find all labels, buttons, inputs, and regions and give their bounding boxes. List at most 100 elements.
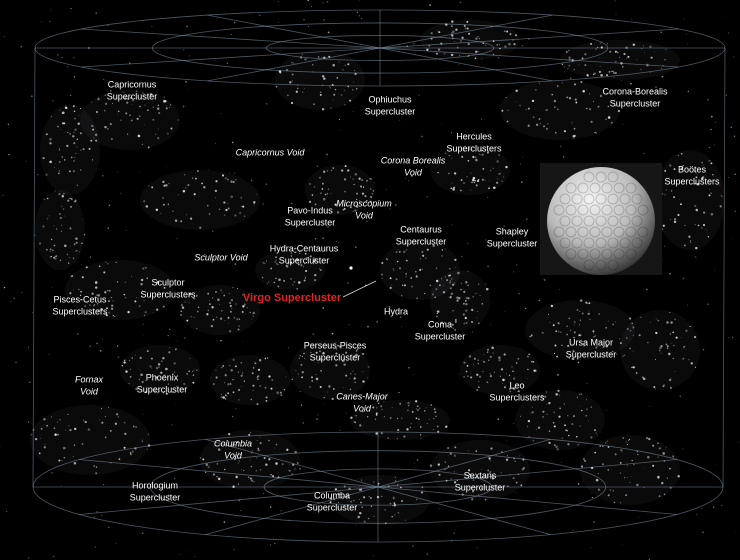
galaxy — [43, 446, 46, 449]
galaxy — [48, 215, 50, 217]
galaxy — [291, 473, 293, 475]
galaxy — [509, 388, 511, 390]
galaxy — [513, 422, 515, 424]
galaxy — [612, 71, 616, 75]
galaxy — [207, 309, 210, 312]
galaxy — [108, 407, 110, 409]
galaxy — [172, 373, 174, 375]
galaxy — [25, 160, 27, 162]
galaxy — [307, 262, 309, 264]
galaxy — [297, 263, 300, 266]
galaxy — [93, 305, 95, 307]
galaxy — [103, 271, 106, 274]
galaxy — [68, 425, 70, 427]
galaxy — [145, 391, 148, 394]
galaxy — [438, 284, 441, 287]
galaxy — [308, 200, 312, 204]
galaxy — [163, 203, 165, 206]
galaxy — [354, 421, 356, 424]
galaxy — [449, 452, 453, 455]
galaxy — [323, 77, 326, 80]
galaxy — [690, 362, 694, 365]
galaxy — [89, 256, 92, 258]
galaxy — [54, 167, 56, 168]
galaxy — [549, 321, 551, 323]
galaxy — [61, 194, 64, 197]
galaxy — [443, 52, 446, 55]
galaxy — [124, 296, 127, 299]
galaxy — [470, 189, 472, 191]
galaxy — [215, 290, 217, 293]
region-label: Supercluster — [307, 502, 358, 512]
galaxy — [451, 323, 454, 326]
galaxy — [526, 378, 528, 380]
galaxy — [714, 144, 716, 146]
galaxy — [545, 127, 548, 130]
galaxy — [338, 118, 341, 121]
galaxy — [352, 178, 354, 180]
galaxy — [332, 167, 334, 169]
galaxy — [545, 391, 547, 393]
galaxy — [515, 492, 517, 494]
galaxy — [531, 99, 535, 103]
galaxy — [381, 261, 384, 265]
galaxy — [223, 521, 226, 523]
galaxy — [247, 376, 249, 378]
galaxy — [467, 42, 470, 46]
galaxy — [331, 397, 334, 401]
galaxy — [299, 355, 301, 357]
galaxy — [80, 263, 83, 266]
galaxy — [392, 505, 394, 507]
galaxy — [512, 370, 514, 373]
galaxy — [165, 392, 168, 395]
galaxy — [516, 264, 518, 266]
galaxy — [624, 477, 626, 479]
galaxy — [73, 243, 76, 245]
galaxy — [302, 91, 304, 94]
galaxy — [270, 387, 273, 390]
galaxy — [69, 256, 71, 258]
galaxy — [452, 310, 454, 312]
galaxy — [626, 444, 628, 446]
galaxy — [329, 501, 332, 504]
side-edge — [722, 47, 726, 488]
galaxy — [380, 432, 383, 435]
galaxy — [138, 387, 140, 390]
galaxy — [673, 179, 676, 182]
galaxy — [275, 256, 277, 258]
galaxy — [477, 51, 479, 53]
galaxy — [566, 325, 568, 327]
galaxy — [39, 437, 41, 439]
galaxy — [600, 74, 603, 77]
galaxy — [243, 469, 245, 472]
galaxy — [339, 129, 341, 131]
galaxy — [595, 346, 598, 349]
galaxy — [335, 506, 337, 508]
galaxy — [648, 437, 651, 441]
galaxy — [412, 42, 415, 45]
galaxy — [185, 81, 187, 83]
galaxy — [525, 218, 528, 221]
side-edge — [32, 47, 36, 488]
galaxy — [207, 466, 210, 469]
galaxy — [62, 111, 65, 114]
galaxy — [138, 305, 141, 308]
galaxy — [356, 11, 359, 14]
galaxy — [694, 224, 696, 226]
region-label: Superclusters — [140, 289, 196, 299]
galaxy — [61, 156, 63, 158]
galaxy — [451, 224, 453, 226]
galaxy — [315, 351, 318, 354]
galaxy — [370, 505, 373, 507]
galaxy — [568, 56, 571, 59]
galaxy — [196, 310, 199, 313]
galaxy — [155, 366, 159, 370]
galaxy — [338, 60, 340, 62]
galaxy — [237, 483, 239, 485]
galaxy — [598, 105, 600, 108]
galaxy — [647, 341, 649, 344]
galaxy — [252, 315, 254, 317]
galaxy — [107, 227, 109, 229]
dimple — [613, 204, 625, 216]
galaxy — [591, 493, 593, 495]
